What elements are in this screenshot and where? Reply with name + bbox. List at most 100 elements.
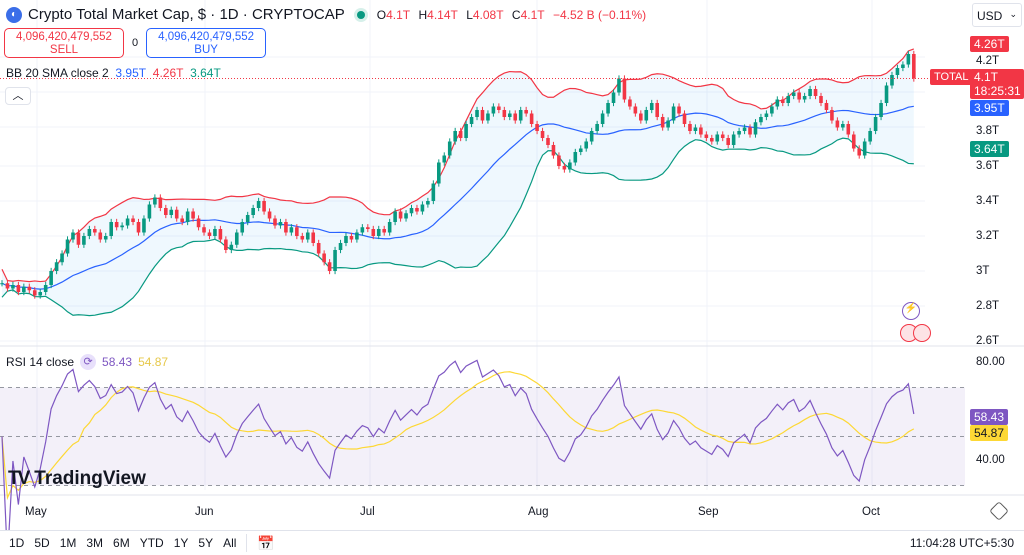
candle xyxy=(153,197,157,205)
time-tick: Jul xyxy=(360,506,375,518)
candle xyxy=(699,127,703,135)
candle xyxy=(770,106,774,114)
candle xyxy=(43,285,48,292)
price-tick: 3.6T xyxy=(976,160,1000,172)
collapse-legend-button[interactable]: ︿ xyxy=(5,87,31,105)
bb-basis-line xyxy=(1,105,914,290)
candle xyxy=(207,232,212,236)
candle xyxy=(344,236,348,243)
candle xyxy=(169,209,174,215)
rsi-tick: 80.00 xyxy=(976,356,1005,368)
range-button-1m[interactable]: 1M xyxy=(59,536,77,550)
candle xyxy=(251,208,255,215)
candle xyxy=(267,211,272,219)
ohlc-values: O4.1T H4.14T L4.08T C4.1T −4.52 B (−0.11… xyxy=(376,7,647,22)
candle xyxy=(628,99,632,107)
price-tick: 2.8T xyxy=(976,300,1000,312)
candle xyxy=(458,131,463,138)
price-tick: 2.6T xyxy=(976,335,1000,347)
candle xyxy=(114,222,119,228)
time-tick: Oct xyxy=(862,506,880,518)
candle xyxy=(234,232,239,245)
candle xyxy=(819,96,823,103)
range-button-1y[interactable]: 1Y xyxy=(173,536,189,550)
candle xyxy=(464,124,468,138)
candle xyxy=(573,152,578,163)
tradingview-logo: TV TradingView xyxy=(8,468,146,489)
candle xyxy=(245,215,250,222)
candle xyxy=(49,271,53,285)
candle xyxy=(109,222,113,236)
candle xyxy=(158,197,163,208)
symbol-title[interactable]: Crypto Total Market Cap, $ · 1D · CRYPTO… xyxy=(28,6,345,23)
candle xyxy=(486,113,490,121)
price-tick: 3.8T xyxy=(976,125,1000,137)
candle xyxy=(387,222,392,233)
candle xyxy=(125,218,130,226)
rsi-sma-line xyxy=(1,371,915,501)
candle xyxy=(185,211,190,222)
range-button-3m[interactable]: 3M xyxy=(86,536,104,550)
refresh-icon[interactable]: ⟳ xyxy=(80,354,97,370)
candle xyxy=(65,239,70,254)
bb-basis-price-label: 3.95T xyxy=(970,100,1009,116)
candle xyxy=(529,113,534,124)
candle xyxy=(420,204,425,212)
candle xyxy=(502,110,507,117)
bb-legend[interactable]: BB 20 SMA close 2 3.95T 4.26T 3.64T xyxy=(6,66,221,80)
candle xyxy=(578,148,583,152)
market-status-icon xyxy=(356,10,365,19)
candle xyxy=(93,229,97,233)
candle xyxy=(748,127,752,135)
candle xyxy=(360,227,365,233)
candle xyxy=(426,201,430,205)
buy-button[interactable]: 4,096,420,479,552 BUY xyxy=(146,28,267,58)
rsi-legend[interactable]: RSI 14 close ⟳ 58.43 54.87 xyxy=(6,354,169,370)
range-button-1d[interactable]: 1D xyxy=(9,536,25,550)
candle xyxy=(677,106,681,114)
candle xyxy=(644,110,649,121)
candle xyxy=(453,131,457,142)
goto-date-icon[interactable]: 📅 xyxy=(257,534,275,551)
chart-canvas[interactable] xyxy=(0,0,1024,530)
candle xyxy=(327,262,332,271)
candle xyxy=(562,166,567,170)
candle xyxy=(846,124,851,135)
candle xyxy=(764,113,769,117)
candle xyxy=(32,290,37,296)
currency-select[interactable]: USD ⌄ xyxy=(972,3,1022,27)
candle xyxy=(382,229,386,233)
range-button-all[interactable]: All xyxy=(223,536,237,550)
candle xyxy=(174,209,179,219)
candle xyxy=(469,117,474,124)
candle xyxy=(753,122,758,135)
price-tick: 3.4T xyxy=(976,195,1000,207)
candle xyxy=(16,285,21,292)
candle xyxy=(606,103,610,114)
range-button-6m[interactable]: 6M xyxy=(113,536,130,550)
candle xyxy=(256,201,261,208)
range-button-5d[interactable]: 5D xyxy=(34,536,50,550)
candle xyxy=(879,103,883,117)
sell-button[interactable]: 4,096,420,479,552 SELL xyxy=(4,28,124,58)
candle xyxy=(82,236,86,245)
clock[interactable]: 11:04:28 UTC+5:30 xyxy=(909,536,1014,550)
candle xyxy=(54,262,59,271)
lightning-event-icon[interactable]: ⚡ xyxy=(902,302,920,320)
candle xyxy=(835,120,840,128)
candle xyxy=(639,113,643,121)
range-button-ytd[interactable]: YTD xyxy=(139,536,164,550)
range-button-5y[interactable]: 5Y xyxy=(198,536,214,550)
candle xyxy=(841,124,845,128)
candle xyxy=(218,229,223,240)
candle xyxy=(726,138,730,145)
cryptocap-logo-icon: ◐ xyxy=(6,6,22,23)
spread-value: 0 xyxy=(132,37,139,49)
candle xyxy=(584,141,589,149)
candle xyxy=(98,232,103,240)
economic-event-icon[interactable] xyxy=(913,324,931,342)
candle xyxy=(447,141,452,156)
candle xyxy=(322,253,326,263)
candle xyxy=(136,222,141,233)
candle xyxy=(409,208,414,214)
